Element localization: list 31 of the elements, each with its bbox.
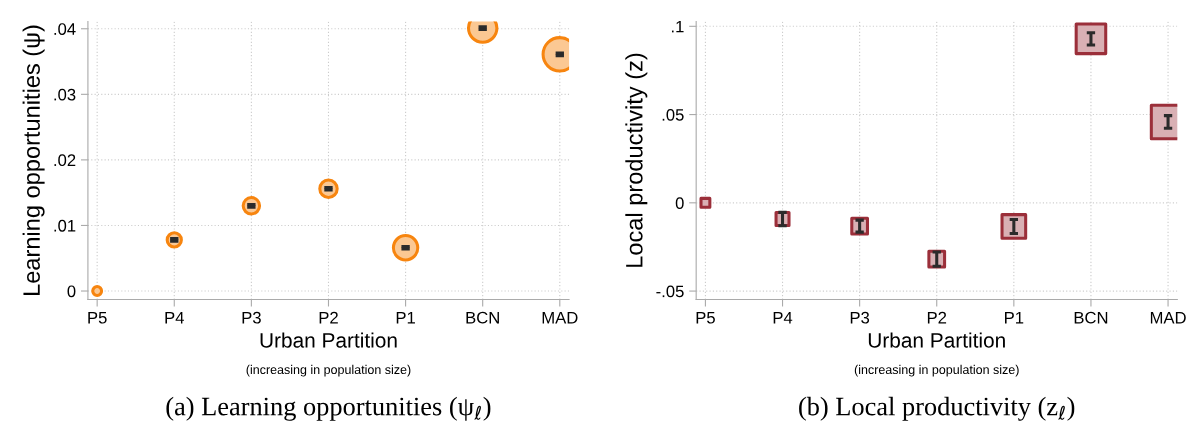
text: (b) Local productivity (z$_{ℓ}$): [799, 396, 1075, 421]
x-tick-label: MAD: [1150, 311, 1186, 324]
x-axis-title: Urban Partition: [868, 332, 1005, 348]
x-tick-label: P4: [165, 311, 184, 324]
x-tick-label: BCN: [1074, 311, 1108, 324]
y-tick-label: .01: [54, 219, 76, 232]
x-tick-label: P2: [319, 311, 338, 324]
y-tick-label: .1: [671, 20, 684, 33]
y-tick-label: -.05: [656, 285, 684, 298]
x-tick-label: P2: [927, 311, 947, 324]
y-tick-label: .05: [662, 108, 684, 121]
x-tick-label: P4: [773, 311, 793, 324]
x-tick-label: P3: [242, 311, 261, 324]
x-tick-label: P1: [396, 311, 415, 324]
text: (a) Learning opportunities (ψ$_{ℓ}$): [166, 396, 491, 421]
y-tick-label: .04: [54, 23, 76, 35]
y-tick-label: .02: [54, 154, 76, 167]
y-tick-label: 0: [675, 197, 684, 210]
text: (increasing in population size): [854, 364, 1019, 377]
x-tick-label: MAD: [542, 311, 578, 324]
x-tick-label: P3: [850, 311, 870, 324]
x-tick-label: P5: [88, 311, 107, 324]
x-tick-label: P5: [696, 311, 715, 324]
x-axis-title: Urban Partition: [260, 332, 397, 348]
y-axis-title: Local productivity (z): [625, 53, 648, 267]
x-tick-label: P1: [1005, 311, 1024, 324]
y-tick-label: 0: [67, 285, 76, 298]
x-tick-label: BCN: [466, 311, 499, 324]
text: (increasing in population size): [246, 364, 411, 377]
y-tick-label: .03: [54, 88, 76, 101]
y-axis-title: Learning opportunities (ψ): [22, 25, 45, 295]
